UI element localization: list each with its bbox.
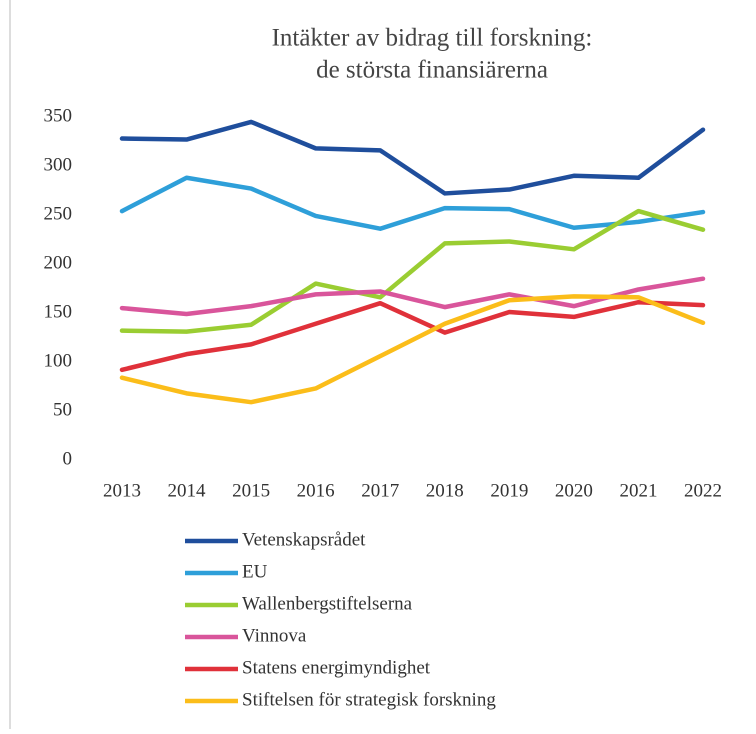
legend-label: Statens energimyndighet — [242, 657, 431, 678]
y-tick-label: 200 — [44, 252, 73, 273]
x-tick-label: 2018 — [426, 480, 464, 501]
x-tick-label: 2022 — [684, 480, 722, 501]
chart-title: de största finansiärerna — [316, 57, 548, 84]
series-line — [119, 175, 706, 231]
series-line — [119, 299, 706, 373]
x-tick-label: 2016 — [297, 480, 335, 501]
x-tick-label: 2019 — [490, 480, 528, 501]
x-tick-label: 2013 — [103, 480, 141, 501]
y-tick-label: 50 — [53, 399, 72, 420]
legend-label: Wallenbergstiftelserna — [242, 593, 413, 614]
y-tick-label: 100 — [44, 350, 73, 371]
series-line — [119, 119, 706, 196]
series-line — [119, 208, 706, 334]
legend-label: EU — [242, 561, 268, 582]
chart-title: Intäkter av bidrag till forskning: — [272, 25, 593, 52]
y-tick-label: 0 — [63, 448, 73, 469]
y-tick-label: 250 — [44, 203, 73, 224]
x-tick-label: 2021 — [619, 480, 657, 501]
series-line — [119, 294, 706, 405]
y-tick-label: 300 — [44, 154, 73, 175]
legend-label: Vinnova — [242, 625, 307, 646]
x-tick-label: 2014 — [168, 480, 207, 501]
x-tick-label: 2015 — [232, 480, 270, 501]
x-tick-label: 2017 — [361, 480, 399, 501]
x-tick-label: 2020 — [555, 480, 593, 501]
y-tick-label: 350 — [44, 105, 73, 126]
legend-label: Vetenskapsrådet — [242, 529, 366, 550]
y-tick-label: 150 — [44, 301, 73, 322]
legend-label: Stiftelsen för strategisk forskning — [242, 689, 496, 710]
